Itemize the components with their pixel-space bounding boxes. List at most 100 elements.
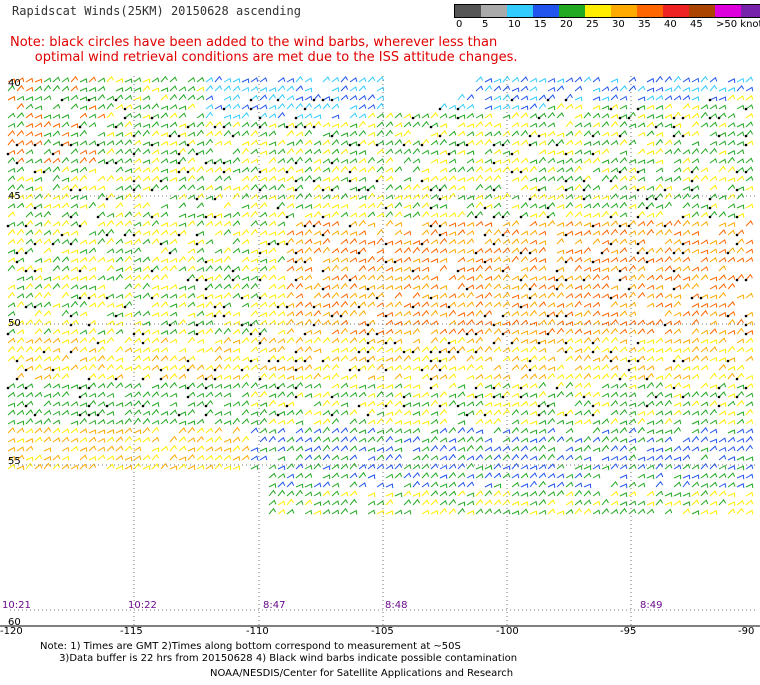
wind-barb xyxy=(691,112,700,119)
wind-barb xyxy=(502,329,511,335)
contamination-circle xyxy=(681,395,685,399)
wind-barb xyxy=(295,381,304,389)
wind-barb xyxy=(25,383,34,389)
wind-barb xyxy=(403,410,412,416)
wind-barb xyxy=(79,78,88,83)
wind-barb xyxy=(646,130,655,137)
wind-barb xyxy=(151,384,160,390)
contamination-circle xyxy=(672,251,676,255)
wind-barb xyxy=(664,393,673,398)
wind-barb xyxy=(286,77,295,83)
wind-barb xyxy=(241,356,250,362)
contamination-circle xyxy=(195,278,199,282)
wind-barb xyxy=(70,464,79,470)
wind-barb xyxy=(439,437,448,443)
wind-barb xyxy=(286,230,295,236)
wind-barb xyxy=(25,365,34,371)
wind-barb xyxy=(493,256,502,263)
wind-barb xyxy=(385,392,394,398)
wind-barb xyxy=(718,150,727,156)
wind-barb xyxy=(304,148,313,155)
contamination-circle xyxy=(681,134,685,138)
wind-barb xyxy=(331,103,340,110)
wind-barb xyxy=(646,391,655,398)
wind-barb xyxy=(574,165,582,173)
wind-barb xyxy=(619,501,628,507)
wind-barb xyxy=(439,302,448,308)
contamination-circle xyxy=(483,314,487,318)
wind-barb xyxy=(520,211,529,218)
wind-barb xyxy=(97,437,106,443)
wind-barb xyxy=(727,156,735,164)
wind-barb xyxy=(160,247,169,254)
wind-barb xyxy=(691,193,700,200)
wind-barb xyxy=(349,462,358,470)
wind-barb xyxy=(79,256,88,263)
contamination-circle xyxy=(114,125,118,129)
wind-barb xyxy=(358,94,367,101)
wind-barb xyxy=(394,492,403,498)
wind-barb xyxy=(7,249,16,254)
contamination-circle xyxy=(348,278,352,282)
wind-barb xyxy=(277,167,286,173)
wind-barb xyxy=(7,310,16,317)
wind-barb xyxy=(187,139,196,146)
wind-barb xyxy=(394,211,403,218)
wind-barb xyxy=(340,402,349,408)
wind-barb xyxy=(250,94,259,101)
contamination-circle xyxy=(330,413,334,417)
contamination-circle xyxy=(528,134,532,138)
wind-barb xyxy=(583,409,592,416)
contamination-circle xyxy=(186,170,190,174)
wind-barb xyxy=(628,230,637,236)
wind-barb xyxy=(565,175,574,182)
contamination-circle xyxy=(114,377,118,381)
wind-barb xyxy=(151,219,160,227)
contamination-circle xyxy=(429,188,433,192)
wind-barb xyxy=(502,150,511,156)
wind-barb xyxy=(232,85,241,92)
wind-barb xyxy=(583,174,592,182)
wind-barb xyxy=(745,76,754,83)
wind-barb xyxy=(727,78,736,83)
wind-barb xyxy=(358,356,367,362)
wind-barb xyxy=(277,211,286,218)
wind-barb xyxy=(250,184,259,191)
wind-barb xyxy=(43,291,51,299)
contamination-circle xyxy=(636,341,640,345)
wind-barb xyxy=(349,346,358,353)
wind-barb xyxy=(691,221,700,227)
wind-barb xyxy=(538,489,547,497)
wind-barb xyxy=(394,509,403,515)
wind-barb xyxy=(70,230,79,236)
wind-barb xyxy=(286,212,295,218)
wind-barb xyxy=(637,185,646,191)
contamination-circle xyxy=(384,404,388,408)
contamination-circle xyxy=(312,305,316,309)
wind-barb xyxy=(511,355,520,362)
wind-barb xyxy=(448,184,457,191)
wind-barb xyxy=(124,265,133,272)
wind-barb xyxy=(565,230,574,236)
wind-barb xyxy=(133,437,142,443)
contamination-circle xyxy=(24,404,28,408)
contamination-circle xyxy=(735,188,739,192)
wind-barb xyxy=(277,436,286,443)
wind-barb xyxy=(43,346,52,353)
wind-barb xyxy=(691,428,700,434)
wind-barb xyxy=(466,284,475,290)
wind-barb xyxy=(340,327,348,335)
wind-barb xyxy=(700,294,709,299)
wind-barb xyxy=(439,204,448,209)
wind-barb xyxy=(718,348,727,354)
wind-barb xyxy=(376,292,385,299)
contamination-circle xyxy=(258,341,262,345)
wind-barb xyxy=(349,436,358,443)
wind-barb xyxy=(88,373,97,380)
wind-barb xyxy=(196,338,205,344)
wind-barb xyxy=(583,499,592,506)
contamination-circle xyxy=(204,377,208,381)
wind-barb xyxy=(448,293,457,299)
wind-barb xyxy=(619,445,628,452)
wind-barb xyxy=(457,221,466,227)
